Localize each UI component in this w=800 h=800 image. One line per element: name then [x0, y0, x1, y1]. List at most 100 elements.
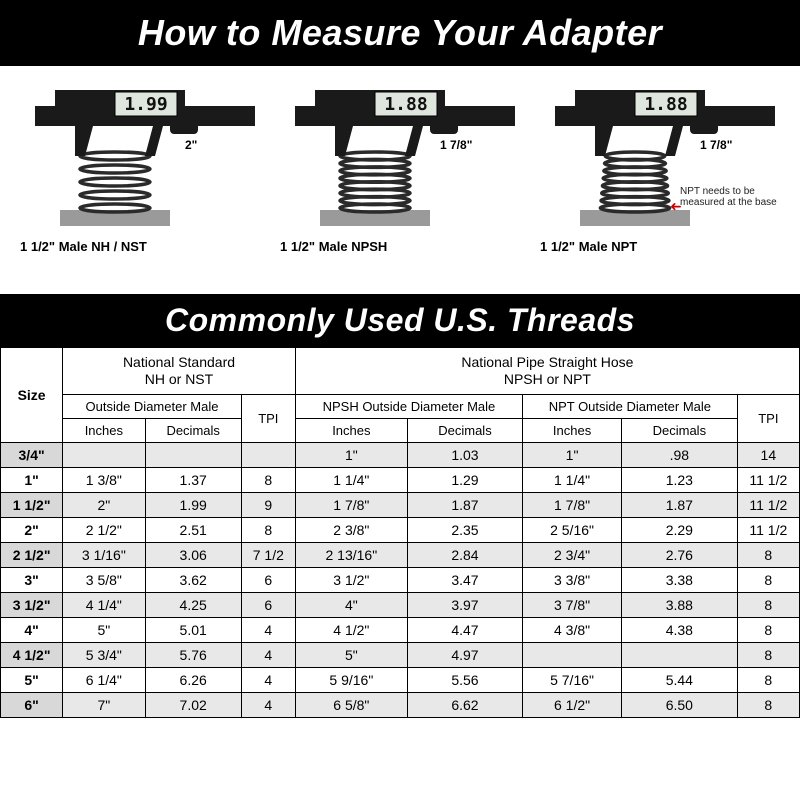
cell-size: 1 1/2" [1, 492, 63, 517]
th-npsh-od: NPSH Outside Diameter Male [295, 394, 522, 418]
cell-npsh-dec: 1.87 [407, 492, 522, 517]
cell-nh-dec: 4.25 [145, 592, 241, 617]
size-label: 1 7/8" [440, 138, 472, 152]
table-row: 6"7"7.0246 5/8"6.626 1/2"6.508 [1, 692, 800, 717]
cell-np-tpi: 8 [737, 692, 799, 717]
cell-npsh-dec: 1.03 [407, 442, 522, 467]
cell-nh-tpi: 8 [241, 517, 295, 542]
cell-nh-tpi: 4 [241, 667, 295, 692]
diagram-caption: 1 1/2" Male NPSH [270, 239, 530, 254]
svg-text:1.99: 1.99 [124, 94, 167, 115]
th-nh-dec: Decimals [145, 418, 241, 442]
cell-npsh-dec: 4.47 [407, 617, 522, 642]
cell-npt-dec: 2.29 [622, 517, 738, 542]
cell-nh-dec: 3.06 [145, 542, 241, 567]
cell-nh-dec: 6.26 [145, 667, 241, 692]
cell-npt-in: 1" [523, 442, 622, 467]
cell-npsh-dec: 2.35 [407, 517, 522, 542]
cell-nh-dec: 3.62 [145, 567, 241, 592]
table-row: 2"2 1/2"2.5182 3/8"2.352 5/16"2.2911 1/2 [1, 517, 800, 542]
cell-npt-dec: 3.88 [622, 592, 738, 617]
cell-size: 5" [1, 667, 63, 692]
npt-note: NPT needs to be measured at the base [680, 186, 790, 208]
table-row: 4 1/2"5 3/4"5.7645"4.978 [1, 642, 800, 667]
cell-size: 4" [1, 617, 63, 642]
size-label: 1 7/8" [700, 138, 732, 152]
caliper-wrap: 1.88 1 7/8" [270, 86, 530, 231]
cell-nh-in: 2" [63, 492, 145, 517]
caliper-wrap: 1.99 2" [10, 86, 270, 231]
cell-npt-in [523, 642, 622, 667]
cell-npt-in: 1 1/4" [523, 467, 622, 492]
cell-nh-tpi: 4 [241, 642, 295, 667]
cell-nh-in: 3 1/16" [63, 542, 145, 567]
cell-np-tpi: 11 1/2 [737, 492, 799, 517]
cell-np-tpi: 14 [737, 442, 799, 467]
cell-np-tpi: 8 [737, 617, 799, 642]
cell-nh-in: 7" [63, 692, 145, 717]
diagram-caption: 1 1/2" Male NH / NST [10, 239, 270, 254]
cell-nh-dec: 5.76 [145, 642, 241, 667]
cell-nh-dec: 1.99 [145, 492, 241, 517]
table-row: 3 1/2"4 1/4"4.2564"3.973 7/8"3.888 [1, 592, 800, 617]
cell-nh-dec: 5.01 [145, 617, 241, 642]
cell-npsh-dec: 4.97 [407, 642, 522, 667]
cell-npsh-dec: 5.56 [407, 667, 522, 692]
title-banner-2: Commonly Used U.S. Threads [0, 294, 800, 347]
table-row: 2 1/2"3 1/16"3.067 1/22 13/16"2.842 3/4"… [1, 542, 800, 567]
th-group-nh: National Standard NH or NST [63, 348, 296, 395]
cell-npt-dec: 4.38 [622, 617, 738, 642]
cell-nh-in: 1 3/8" [63, 467, 145, 492]
table-row: 1 1/2"2"1.9991 7/8"1.871 7/8"1.8711 1/2 [1, 492, 800, 517]
th-npt-od: NPT Outside Diameter Male [523, 394, 738, 418]
diagram: 1.88 1 7/8" ➜ NPT needs to be measured a… [530, 86, 790, 254]
cell-npt-in: 2 5/16" [523, 517, 622, 542]
cell-size: 2" [1, 517, 63, 542]
cell-np-tpi: 8 [737, 642, 799, 667]
cell-size: 3 1/2" [1, 592, 63, 617]
cell-npsh-in: 5" [295, 642, 407, 667]
cell-npt-in: 5 7/16" [523, 667, 622, 692]
cell-size: 6" [1, 692, 63, 717]
cell-nh-in: 4 1/4" [63, 592, 145, 617]
th-nh-in: Inches [63, 418, 145, 442]
cell-nh-in: 6 1/4" [63, 667, 145, 692]
threads-table: Size National Standard NH or NST Nationa… [0, 347, 800, 718]
cell-npt-dec: 2.76 [622, 542, 738, 567]
cell-npsh-dec: 1.29 [407, 467, 522, 492]
cell-npt-in: 2 3/4" [523, 542, 622, 567]
th-group-np-l2: NPSH or NPT [504, 371, 591, 387]
cell-nh-in: 2 1/2" [63, 517, 145, 542]
cell-npsh-in: 4 1/2" [295, 617, 407, 642]
cell-nh-dec [145, 442, 241, 467]
th-npt-in: Inches [523, 418, 622, 442]
caliper-wrap: 1.88 1 7/8" ➜ NPT needs to be measured a… [530, 86, 790, 231]
diagram: 1.88 1 7/8" 1 1/2" Male NPSH [270, 86, 530, 254]
cell-np-tpi: 8 [737, 567, 799, 592]
cell-nh-in: 5 3/4" [63, 642, 145, 667]
cell-npsh-dec: 3.97 [407, 592, 522, 617]
cell-npt-dec: .98 [622, 442, 738, 467]
th-group-np-l1: National Pipe Straight Hose [461, 354, 633, 370]
cell-npsh-in: 1" [295, 442, 407, 467]
cell-np-tpi: 8 [737, 542, 799, 567]
diagram-row: 1.99 2" 1 1/2" Male NH / NST 1.88 1 7/8"… [0, 66, 800, 284]
cell-nh-tpi: 4 [241, 617, 295, 642]
cell-nh-in [63, 442, 145, 467]
cell-npsh-in: 2 13/16" [295, 542, 407, 567]
cell-nh-tpi: 7 1/2 [241, 542, 295, 567]
cell-npt-dec: 5.44 [622, 667, 738, 692]
cell-npt-in: 4 3/8" [523, 617, 622, 642]
cell-np-tpi: 11 1/2 [737, 467, 799, 492]
cell-np-tpi: 11 1/2 [737, 517, 799, 542]
cell-nh-dec: 7.02 [145, 692, 241, 717]
cell-npt-in: 3 7/8" [523, 592, 622, 617]
cell-npsh-in: 1 7/8" [295, 492, 407, 517]
table-row: 3/4"1"1.031".9814 [1, 442, 800, 467]
th-nh-od: Outside Diameter Male [63, 394, 242, 418]
cell-nh-in: 5" [63, 617, 145, 642]
th-group-nh-l1: National Standard [123, 354, 235, 370]
table-row: 4"5"5.0144 1/2"4.474 3/8"4.388 [1, 617, 800, 642]
cell-npsh-in: 6 5/8" [295, 692, 407, 717]
th-npsh-in: Inches [295, 418, 407, 442]
